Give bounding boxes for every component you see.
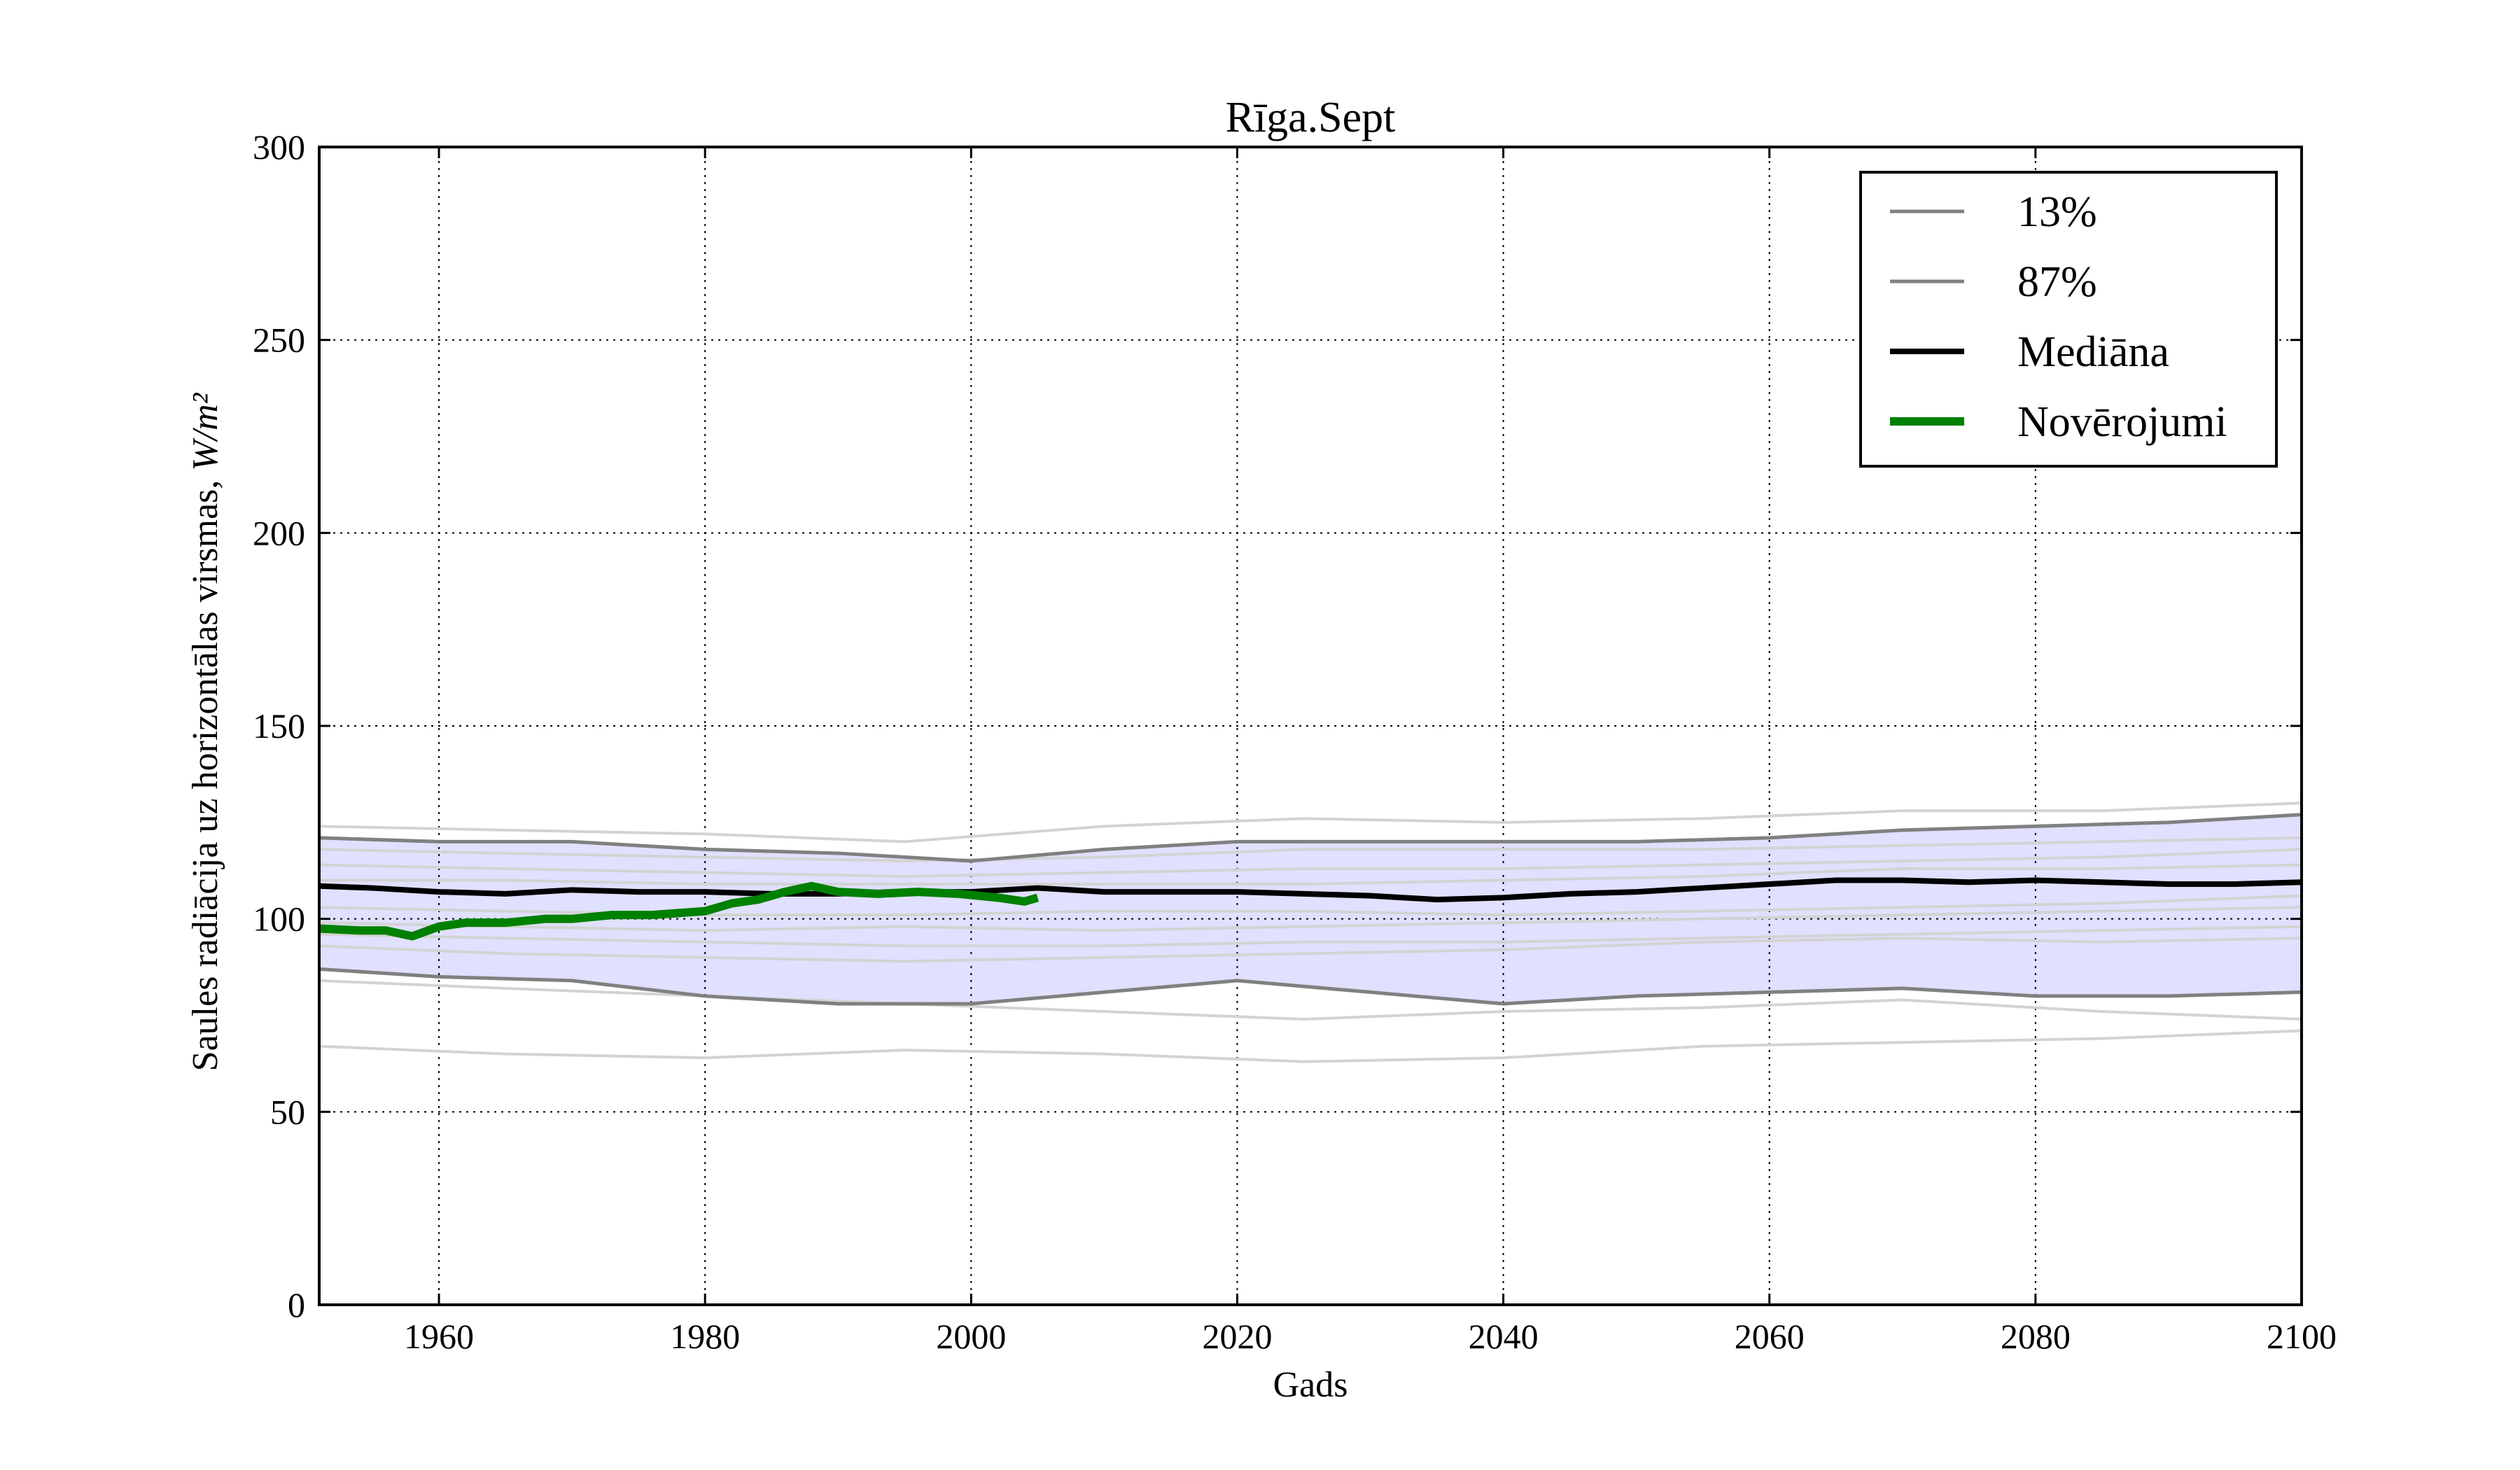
series-13-line [318, 967, 2302, 1006]
y-tick-label: 250 [253, 321, 305, 360]
x-tick-label: 2020 [1202, 1317, 1272, 1356]
series-median-line [318, 877, 2302, 903]
ensemble-member-line [318, 802, 2302, 844]
ensemble-member-line [319, 863, 2302, 886]
series-87-line [318, 813, 2302, 863]
ensemble-member-line [318, 979, 2302, 1021]
legend: 13% 87% Mediāna Novērojumi [1859, 171, 2278, 468]
legend-item-observations-label: Novērojumi [2017, 398, 2227, 446]
y-axis-label-text: Saules radiācija uz horizontālas virsmas… [186, 471, 225, 1072]
ensemble-member-line [318, 906, 2302, 932]
chart-title: Rīga.Sept [1226, 94, 1396, 141]
legend-item-median-label: Mediāna [2017, 328, 2169, 376]
x-tick-label: 2000 [936, 1317, 1006, 1356]
x-tick-label: 1960 [404, 1317, 474, 1356]
series-observations-line [318, 881, 1040, 941]
y-tick-label: 150 [253, 706, 305, 746]
x-axis-label: Gads [1273, 1365, 1348, 1405]
x-tick-label: 2040 [1469, 1317, 1539, 1356]
x-tick-label: 1980 [670, 1317, 740, 1356]
y-tick-label: 300 [253, 127, 305, 167]
legend-item-87-label: 87% [2017, 258, 2097, 306]
ensemble-member-line [318, 848, 2302, 878]
ensemble-member-line [318, 1029, 2302, 1063]
x-tick-label: 2100 [2267, 1317, 2337, 1356]
legend-item-13-label: 13% [2017, 188, 2097, 236]
x-tick-label: 2080 [2001, 1317, 2071, 1356]
ensemble-member-line [318, 925, 2302, 948]
y-tick-label: 50 [270, 1092, 305, 1131]
y-axis-unit: W/m² [186, 392, 225, 470]
x-tick-label: 2060 [1735, 1317, 1805, 1356]
y-axis-label: Saules radiācija uz horizontālas virsmas… [186, 392, 225, 1071]
y-tick-label: 0 [288, 1285, 305, 1324]
ensemble-member-line [318, 937, 2302, 963]
y-tick-label: 200 [253, 513, 305, 552]
ensemble-member-line [318, 836, 2302, 862]
y-tick-label: 100 [253, 899, 305, 939]
